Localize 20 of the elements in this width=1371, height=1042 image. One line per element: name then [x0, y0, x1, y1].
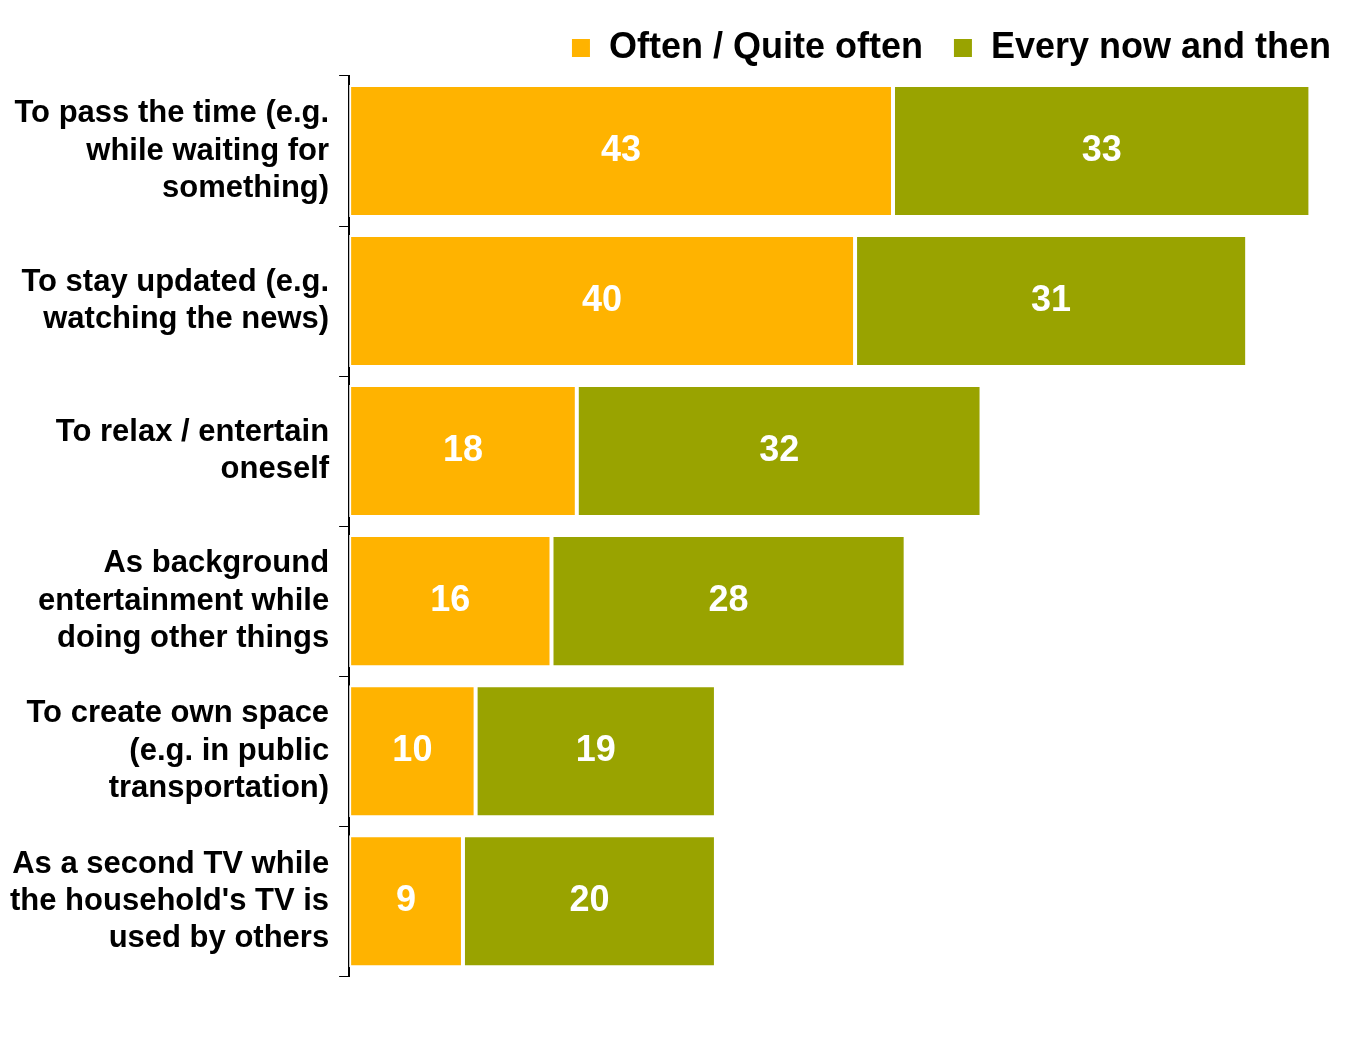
y-tick-label: To pass the time (e.g. while waiting for something) — [14, 94, 330, 204]
legend-label: Often / Quite often — [608, 24, 923, 66]
y-tick-label: To stay updated (e.g. watching the news) — [21, 263, 330, 336]
legend-label: Every now and then — [990, 24, 1332, 66]
data-label: 10 — [392, 728, 433, 770]
data-label: 43 — [601, 127, 642, 169]
data-label: 28 — [708, 578, 749, 620]
data-label: 16 — [430, 578, 471, 620]
data-label: 40 — [582, 277, 623, 319]
data-label: 33 — [1081, 127, 1122, 169]
data-label: 9 — [396, 878, 417, 920]
data-label: 31 — [1031, 277, 1072, 319]
data-label: 20 — [569, 878, 610, 920]
y-tick-label: As a second TV while the household's TV is used by others — [9, 844, 330, 954]
data-label: 19 — [575, 728, 616, 770]
data-label: 18 — [442, 428, 483, 470]
data-label: 32 — [759, 428, 800, 470]
y-tick-label: To create own space (e.g. in public transportation) — [26, 694, 330, 804]
y-tick-label: To relax / entertain oneself — [55, 413, 330, 486]
y-tick-label: As background entertainment while doing other things — [38, 544, 330, 654]
